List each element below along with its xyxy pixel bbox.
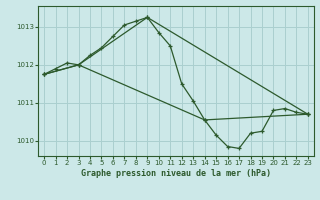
X-axis label: Graphe pression niveau de la mer (hPa): Graphe pression niveau de la mer (hPa) [81,169,271,178]
